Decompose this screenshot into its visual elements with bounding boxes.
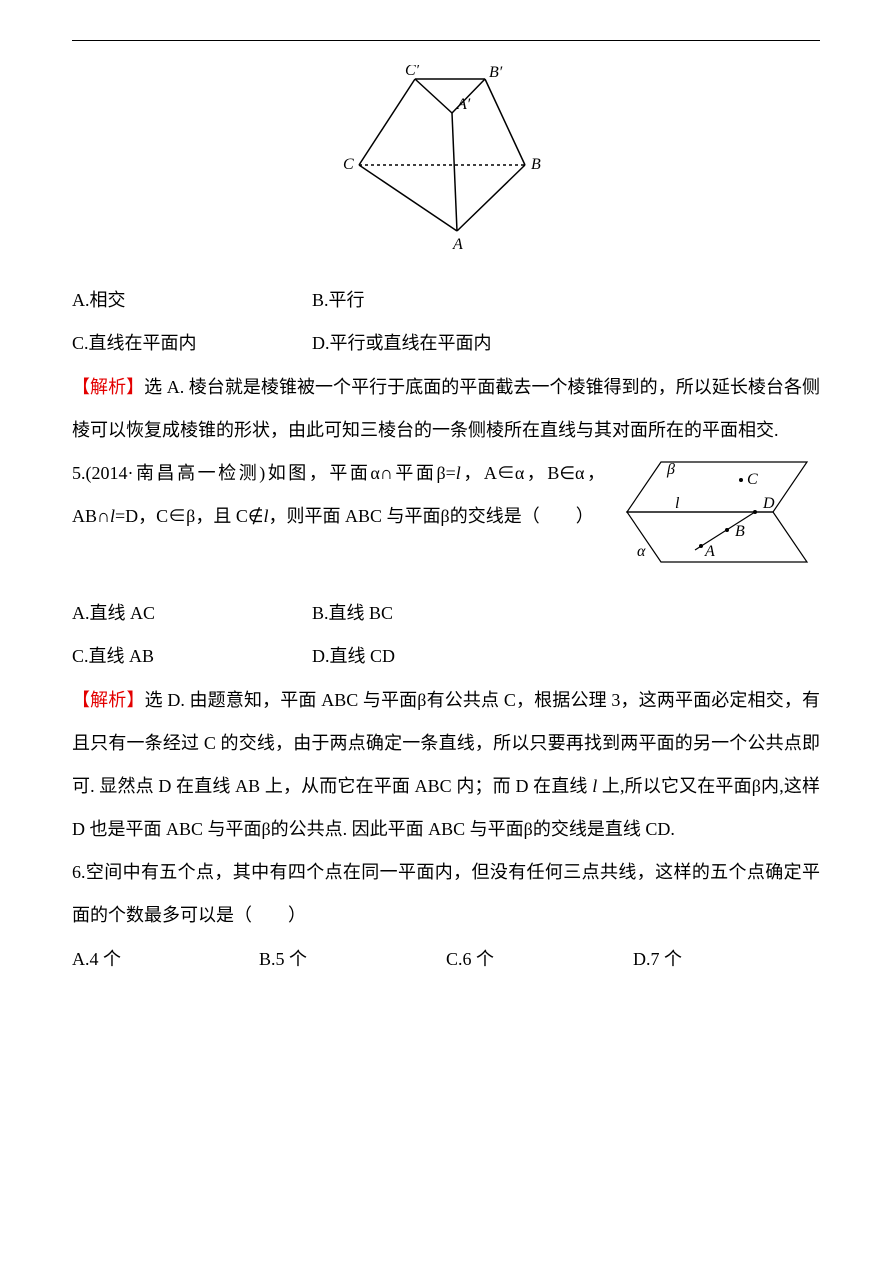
q4-analysis: 【解析】选 A. 棱台就是棱锥被一个平行于底面的平面截去一个棱锥得到的，所以延长… [72,366,820,452]
q5-options-row2: C.直线 AB D.直线 CD [72,635,820,678]
analysis-label-2: 【解析】 [72,690,145,710]
label-A2: A [704,543,715,560]
label-A: A [452,236,463,251]
q6-options: A.4 个 B.5 个 C.6 个 D.7 个 [72,938,820,981]
label-Bprime: B′ [489,65,503,81]
q6-option-a[interactable]: A.4 个 [72,938,259,981]
q6-option-b[interactable]: B.5 个 [259,938,446,981]
q6-option-c[interactable]: C.6 个 [446,938,633,981]
q6-stem: 6.空间中有五个点，其中有四个点在同一平面内，但没有任何三点共线，这样的五个点确… [72,851,820,937]
q4-options-row1: A.相交 B.平行 [72,279,820,322]
q4-option-b[interactable]: B.平行 [312,279,820,322]
label-Aprime: A′ [456,96,471,113]
planes-diagram: β α l C D B A [615,456,820,576]
q5-options-row1: A.直线 AC B.直线 BC [72,592,820,635]
label-B: B [531,156,541,173]
q4-option-a[interactable]: A.相交 [72,279,312,322]
q4-figure: C′ B′ A′ C B A [72,65,820,267]
q5-figure: β α l C D B A [615,456,820,592]
q5-option-c[interactable]: C.直线 AB [72,635,312,678]
label-D: D [762,495,775,512]
q5-option-d[interactable]: D.直线 CD [312,635,820,678]
q5-block: β α l C D B A 5.(2014·南昌高一检测)如图，平面α∩平面β=… [72,452,820,538]
q4-analysis-text: 选 A. 棱台就是棱锥被一个平行于底面的平面截去一个棱锥得到的，所以延长棱台各侧… [72,377,820,440]
label-B2: B [735,523,745,540]
label-C: C [343,156,354,173]
frustum-diagram: C′ B′ A′ C B A [329,65,564,251]
q5-analysis: 【解析】选 D. 由题意知，平面 ABC 与平面β有公共点 C，根据公理 3，这… [72,679,820,852]
label-Cprime: C′ [405,65,420,79]
q5-stem-p3: =D，C∈β，且 C∉ [115,506,264,526]
label-alpha: α [637,543,646,560]
label-l: l [675,495,680,512]
q4-option-c[interactable]: C.直线在平面内 [72,322,312,365]
q4-options-row2: C.直线在平面内 D.平行或直线在平面内 [72,322,820,365]
label-C2: C [747,471,758,488]
q5-option-b[interactable]: B.直线 BC [312,592,820,635]
q4-option-d[interactable]: D.平行或直线在平面内 [312,322,820,365]
q5-stem-p4: ，则平面 ABC 与平面β的交线是（ ） [269,506,594,526]
analysis-label: 【解析】 [72,377,144,397]
page-rule [72,40,820,41]
q5-option-a[interactable]: A.直线 AC [72,592,312,635]
q6-option-d[interactable]: D.7 个 [633,938,820,981]
q5-stem-p1: 5.(2014·南昌高一检测)如图，平面α∩平面β= [72,463,456,483]
label-beta: β [666,461,675,478]
